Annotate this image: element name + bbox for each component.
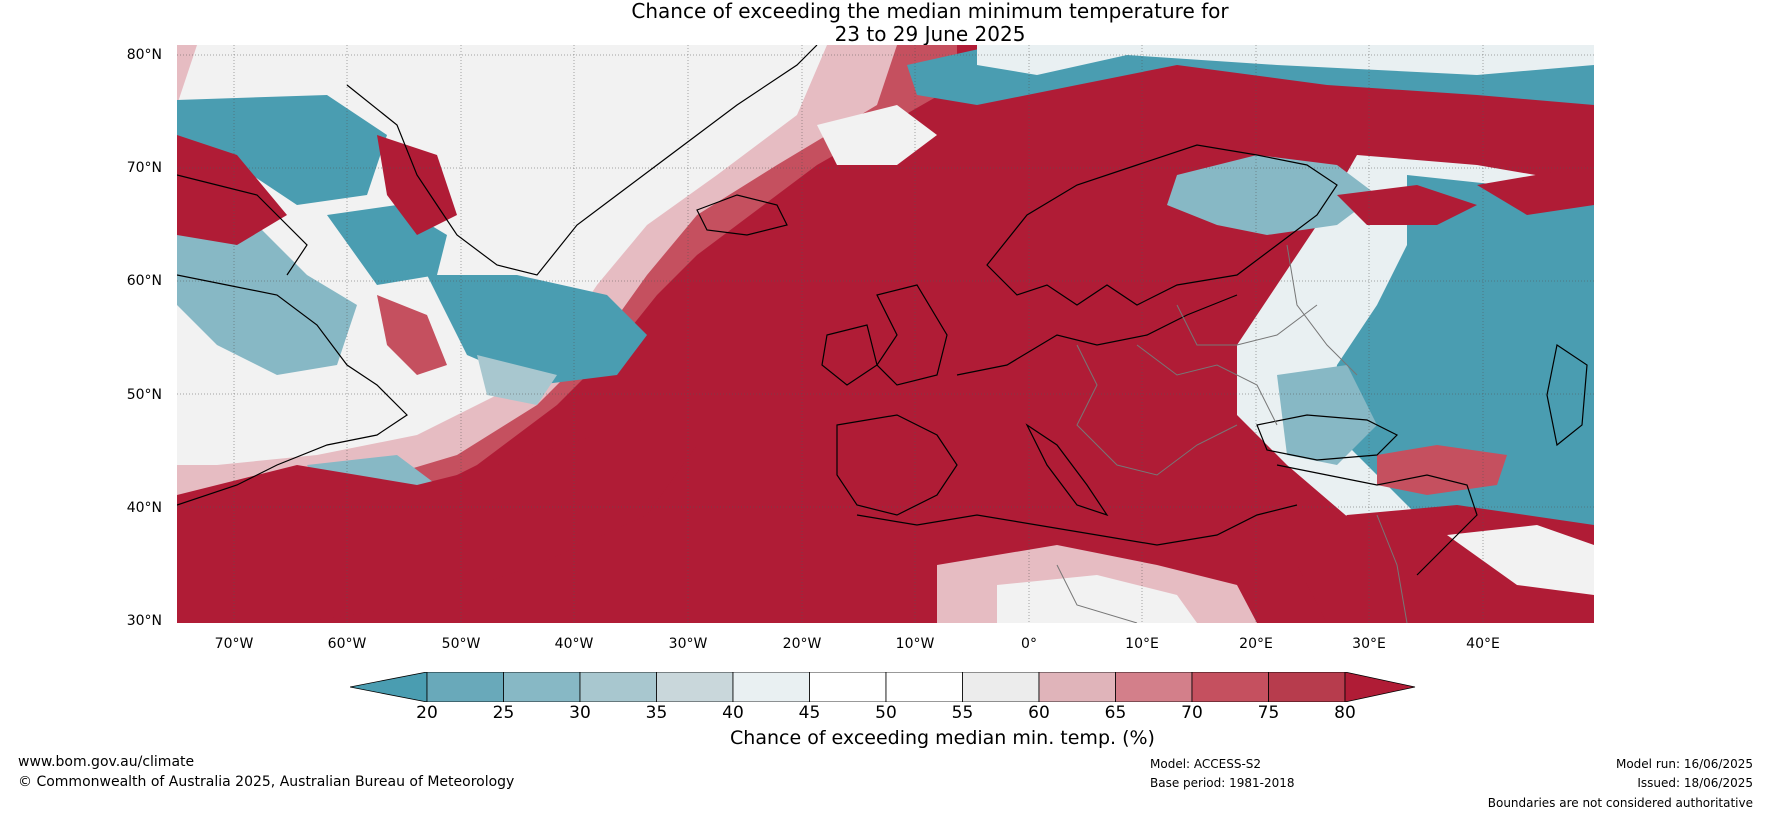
red-patch-baffin-island (177, 135, 287, 245)
coastline-baffin (177, 174, 308, 276)
neutral-band-arctic (977, 45, 1594, 75)
colorbar-tick-label: 70 (1181, 703, 1203, 723)
red-patch-black-sea (1377, 445, 1507, 495)
coastline-turkey (1276, 464, 1478, 576)
lat-label-30n: 30°N (126, 613, 162, 629)
colorbar-tick-label: 50 (875, 703, 897, 723)
colorbar-tick-label: 75 (1257, 703, 1280, 723)
lon-label-0: 0° (1021, 636, 1037, 652)
coastline-labrador (177, 274, 408, 506)
coastline-north-africa (856, 504, 1298, 546)
colorbar-segment (656, 672, 734, 702)
title-line-2: 23 to 29 June 2025 (834, 22, 1026, 46)
colorbar-extend-low (350, 672, 428, 702)
colorbar-tick-label: 35 (645, 703, 668, 723)
lon-label-30e: 30°E (1352, 636, 1386, 652)
blue-zone-russia (1327, 175, 1594, 623)
blue-patch-labrador (177, 215, 357, 375)
footer-copyright: © Commonwealth of Australia 2025, Austra… (18, 774, 515, 790)
colorbar-segment (885, 672, 963, 702)
coastline-ireland (821, 324, 878, 386)
lat-label-80n: 80°N (126, 47, 162, 63)
blue-patch-scandinavia (1167, 155, 1377, 235)
coastlines (177, 45, 1588, 576)
footer-website: www.bom.gov.au/climate (18, 754, 195, 770)
lat-label-50n: 50°N (126, 387, 162, 403)
map-title: Chance of exceeding the median minimum t… (0, 0, 1770, 46)
coastline-iceland (696, 194, 788, 236)
red-patch-white-sea (1337, 185, 1477, 225)
colorbar-tick-label: 30 (569, 703, 591, 723)
colorbar-segment (1038, 672, 1116, 702)
colorbar-tick-label: 65 (1104, 703, 1127, 723)
blue-patch-mid-atlantic (477, 355, 557, 405)
colorbar-segment (426, 672, 504, 702)
coastline-greenland (346, 45, 818, 276)
colorbar-segment (579, 672, 657, 702)
colorbar-segment (962, 672, 1040, 702)
neutral-patch-sahara (997, 575, 1197, 623)
colorbar-tick-label: 25 (492, 703, 515, 723)
colorbar-tick-label: 20 (416, 703, 438, 723)
colorbar-tick-label: 45 (798, 703, 821, 723)
lon-label-10e: 10°E (1125, 636, 1159, 652)
lon-label-20w: 20°W (782, 636, 822, 652)
lat-label-40n: 40°N (126, 500, 162, 516)
coastline-italy (1025, 423, 1109, 517)
country-borders (1056, 244, 1408, 623)
colorbar-segment (503, 672, 581, 702)
lon-label-40w: 40°W (554, 636, 594, 652)
red-patch-west-greenland (377, 135, 457, 235)
footer-model-run: Model run: 16/06/2025 (1615, 757, 1753, 771)
map-svg (177, 45, 1594, 623)
colorbar-tick-label: 80 (1334, 703, 1356, 723)
lon-label-40e: 40°E (1466, 636, 1500, 652)
colorbar-extend-high (1344, 672, 1416, 702)
footer-boundaries-note: Boundaries are not considered authoritat… (1487, 796, 1753, 810)
graticule (177, 45, 1594, 623)
neutral-patch-iceland (817, 105, 937, 165)
footer-issued: Issued: 18/06/2025 (1637, 776, 1753, 790)
lon-label-30w: 30°W (668, 636, 708, 652)
colorbar-segment (732, 672, 810, 702)
neutral-patch-middle-east (1447, 525, 1594, 595)
probability-map (177, 45, 1594, 623)
red-patch-newfoundland (377, 295, 447, 375)
colorbar-segment (809, 672, 887, 702)
blue-patch-balkans (1277, 365, 1377, 465)
lon-label-50w: 50°W (441, 636, 481, 652)
lat-label-60n: 60°N (126, 273, 162, 289)
coastline-north-europe (956, 294, 1238, 376)
coastline-scandinavia (986, 144, 1338, 306)
red-patch-arctic-russia (1477, 165, 1594, 215)
colorbar-segment (1268, 672, 1346, 702)
footer-model: Model: ACCESS-S2 (1150, 757, 1262, 771)
red-patch-southwest (177, 415, 697, 623)
title-line-1: Chance of exceeding the median minimum t… (631, 0, 1229, 23)
coastline-caspian (1546, 344, 1588, 447)
colorbar-label: Chance of exceeding median min. temp. (%… (730, 727, 1155, 749)
coastline-black-sea (1256, 414, 1399, 461)
lon-label-10w: 10°W (895, 636, 935, 652)
colorbar-segment (1115, 672, 1193, 702)
colorbar-tick-label: 40 (722, 703, 744, 723)
lat-label-70n: 70°N (126, 160, 162, 176)
footer-base-period: Base period: 1981-2018 (1150, 776, 1295, 790)
lon-label-70w: 70°W (214, 636, 254, 652)
colorbar (350, 672, 1416, 702)
lon-label-20e: 20°E (1239, 636, 1273, 652)
colorbar-tick-label: 60 (1028, 703, 1050, 723)
lon-label-60w: 60°W (327, 636, 367, 652)
blue-patch-baffin (177, 95, 387, 205)
coastline-britain (876, 284, 948, 386)
colorbar-tick-label: 55 (951, 703, 974, 723)
coastline-iberia (836, 414, 958, 516)
colorbar-segment (1191, 672, 1269, 702)
